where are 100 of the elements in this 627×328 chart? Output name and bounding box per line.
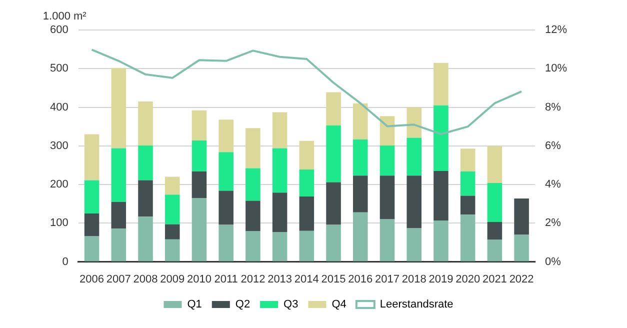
- bar: [246, 168, 260, 201]
- bar: [406, 107, 422, 138]
- bar: [406, 228, 422, 262]
- bar: [246, 128, 260, 168]
- bar: [164, 176, 180, 195]
- bar: [164, 224, 180, 240]
- bar: [406, 138, 422, 176]
- legend-label: Q4: [332, 298, 346, 311]
- bar: [272, 232, 288, 262]
- y2-tick-label: 6%: [544, 140, 562, 152]
- bar: [84, 180, 100, 214]
- y2-tick-label: 0%: [544, 256, 562, 268]
- y-tick-label: 100: [50, 217, 68, 230]
- y2-tick-label: 4%: [544, 178, 562, 191]
- y-tick-label: 200: [50, 178, 68, 191]
- bar: [353, 212, 368, 262]
- bar: [406, 176, 422, 228]
- bar: [138, 216, 153, 262]
- bar: [487, 240, 502, 262]
- bar: [84, 134, 100, 180]
- bar: [272, 192, 288, 232]
- bar: [192, 140, 207, 172]
- bar: [326, 125, 341, 182]
- x-tick-label: 2015: [321, 273, 346, 286]
- bar: [353, 103, 368, 140]
- x-tick-label: 2022: [509, 273, 534, 286]
- y2-tick-label: 8%: [544, 101, 562, 114]
- bar: [434, 171, 448, 220]
- x-tick-label: 2020: [456, 273, 480, 286]
- bar: [460, 214, 476, 262]
- bar: [138, 180, 153, 217]
- x-tick-label: 2012: [240, 273, 266, 286]
- x-tick-label: 2019: [428, 273, 454, 286]
- bar: [326, 92, 341, 126]
- bar: [380, 146, 395, 176]
- bar: [218, 190, 234, 225]
- x-tick-label: 2016: [348, 273, 373, 286]
- bar: [218, 120, 234, 152]
- bar: [380, 176, 395, 220]
- x-tick-label: 2017: [375, 273, 400, 286]
- x-tick-label: 2018: [402, 273, 426, 286]
- bar: [192, 198, 207, 262]
- bar: [111, 228, 126, 262]
- bar: [487, 182, 502, 222]
- y-tick-label: 600: [50, 24, 68, 36]
- bar: [514, 234, 529, 262]
- y-tick-label: 300: [50, 140, 68, 152]
- bar: [460, 196, 476, 215]
- bar: [84, 214, 100, 236]
- bar: [460, 148, 476, 172]
- bar: [326, 182, 341, 225]
- bar: [514, 198, 529, 235]
- bar: [138, 101, 153, 146]
- bar: [272, 112, 288, 148]
- bar: [434, 220, 448, 262]
- bar: [353, 176, 368, 212]
- bar: [487, 146, 502, 183]
- bar: [460, 171, 476, 196]
- bar: [272, 148, 288, 193]
- bar: [111, 148, 126, 202]
- x-tick-label: 2011: [214, 273, 238, 286]
- y-axis-title: 1.000 m²: [42, 10, 87, 23]
- bar: [164, 194, 180, 224]
- legend-label: Q3: [284, 298, 298, 311]
- bar: [246, 231, 260, 262]
- bar: [434, 105, 448, 172]
- bar: [434, 62, 448, 106]
- bar: [246, 200, 260, 232]
- y2-tick-label: 12%: [544, 24, 568, 36]
- y-tick-label: 500: [50, 62, 68, 75]
- bar: [299, 230, 314, 262]
- bar: [84, 236, 100, 262]
- y2-tick-label: 2%: [544, 217, 562, 230]
- x-tick-label: 2008: [133, 273, 158, 286]
- x-tick-label: 2013: [268, 273, 292, 286]
- bar: [192, 110, 207, 140]
- bar: [218, 224, 234, 262]
- y-tick-label: 0: [62, 256, 68, 268]
- bar: [326, 224, 341, 262]
- bar: [111, 68, 126, 148]
- bar: [380, 116, 395, 146]
- bar: [380, 219, 395, 262]
- bar: [111, 202, 126, 229]
- bar: [487, 222, 502, 240]
- bar: [299, 169, 314, 197]
- bar: [218, 152, 234, 191]
- x-tick-label: 2007: [106, 273, 131, 286]
- x-tick-label: 2009: [160, 273, 185, 286]
- bar: [299, 140, 314, 170]
- y2-tick-label: 10%: [544, 62, 568, 75]
- x-tick-label: 2021: [482, 273, 507, 286]
- bar: [353, 139, 368, 176]
- bar: [299, 196, 314, 231]
- x-tick-label: 2014: [294, 273, 319, 286]
- x-tick-label: 2006: [80, 273, 104, 286]
- bar: [192, 171, 207, 198]
- bar: [164, 239, 180, 262]
- bar: [138, 146, 153, 180]
- legend-label: Leerstandsrate: [380, 298, 454, 311]
- x-tick-label: 2010: [186, 273, 212, 286]
